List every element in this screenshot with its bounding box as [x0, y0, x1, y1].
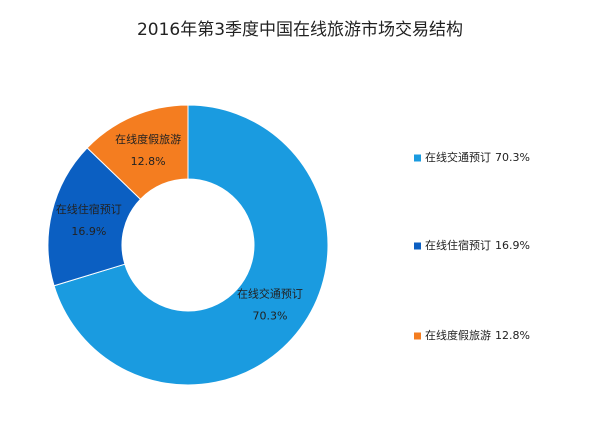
- legend-swatch: [414, 154, 421, 162]
- slice-label: 在线交通预订: [237, 287, 303, 301]
- donut-slice: [47, 147, 142, 287]
- legend-swatch: [414, 242, 421, 250]
- legend-value: 16.9%: [495, 239, 530, 252]
- slice-value-label: 70.3%: [252, 310, 287, 323]
- slice-value-label: 12.8%: [131, 155, 166, 168]
- legend-value: 70.3%: [495, 151, 530, 164]
- slice-value-label: 16.9%: [71, 225, 106, 238]
- slice-label: 在线度假旅游: [115, 132, 181, 146]
- legend-label: 在线住宿预订: [425, 238, 491, 252]
- donut-slice: [86, 104, 189, 200]
- legend-swatch: [414, 332, 421, 340]
- legend-value: 12.8%: [495, 329, 530, 342]
- donut-slice: [53, 104, 329, 386]
- legend-label: 在线度假旅游: [425, 328, 491, 342]
- slice-label: 在线住宿预订: [56, 202, 122, 216]
- chart-title: 2016年第3季度中国在线旅游市场交易结构: [137, 20, 463, 40]
- legend-label: 在线交通预订: [425, 150, 491, 164]
